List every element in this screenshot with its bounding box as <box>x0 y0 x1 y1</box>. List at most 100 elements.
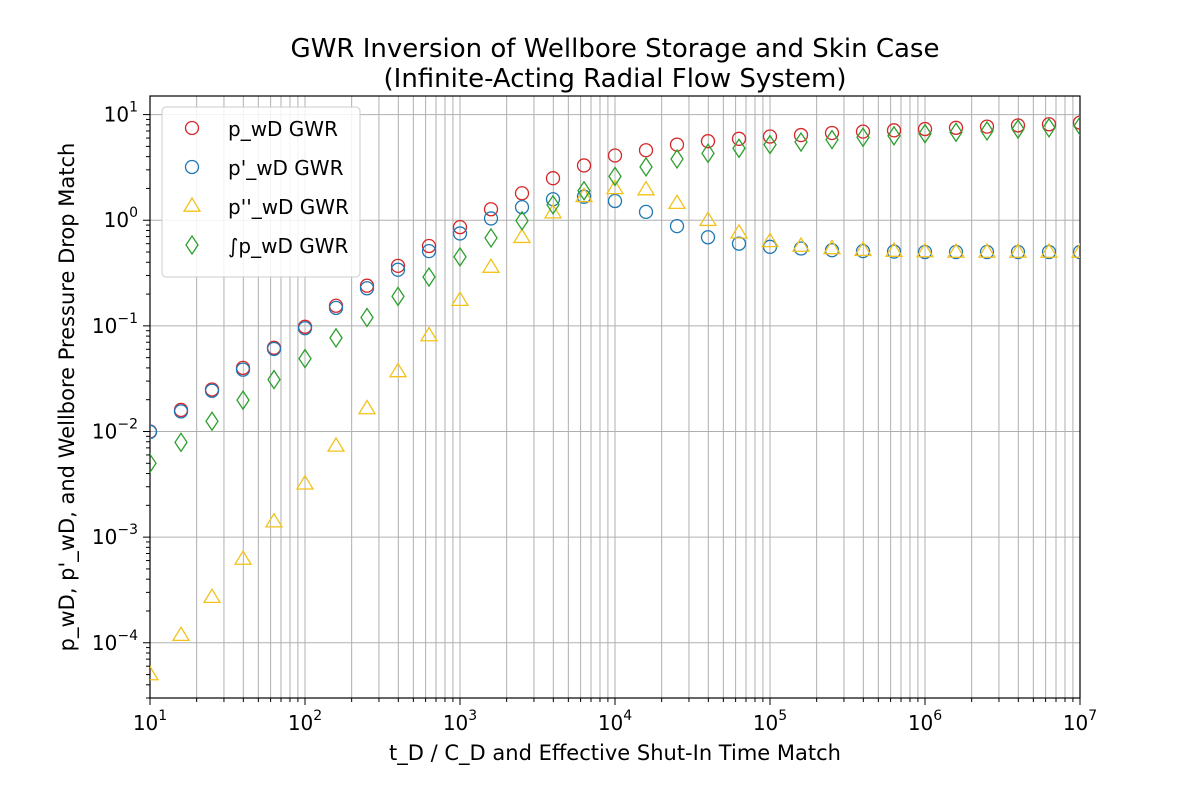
data-point <box>1072 115 1080 130</box>
series-4 <box>150 115 1080 474</box>
data-point <box>422 266 436 288</box>
data-point <box>295 474 315 490</box>
y-tick-label: 10−1 <box>92 311 138 338</box>
data-point <box>484 227 498 249</box>
series-3 <box>150 179 1080 681</box>
data-point <box>639 156 653 178</box>
data-point <box>979 119 995 134</box>
data-point <box>150 453 157 474</box>
data-point <box>326 436 346 452</box>
data-point <box>328 300 344 316</box>
data-point <box>1073 115 1080 137</box>
data-point <box>264 512 284 528</box>
data-points <box>150 115 1080 681</box>
data-point <box>977 242 997 258</box>
data-point <box>233 549 253 565</box>
series-2 <box>150 189 1080 440</box>
data-point <box>514 200 530 215</box>
x-tick-label: 102 <box>288 708 322 735</box>
data-point <box>760 232 780 248</box>
data-point <box>450 290 470 307</box>
data-point <box>329 327 343 349</box>
data-point <box>452 226 468 241</box>
data-point <box>1042 117 1056 138</box>
legend: p_wD GWR p'_wD GWR p''_wD GWR ∫p_wD GWR <box>161 106 361 278</box>
data-point <box>915 242 935 258</box>
data-point <box>824 125 840 141</box>
y-axis-label: p_wD, p'_wD, and Wellbore Pressure Drop … <box>55 143 80 652</box>
data-point <box>576 158 592 173</box>
data-point <box>856 127 870 148</box>
data-point <box>150 424 158 440</box>
data-point <box>150 665 160 681</box>
data-point <box>949 122 963 143</box>
data-point <box>391 286 405 307</box>
y-tick-label: 100 <box>104 205 138 232</box>
data-point <box>855 243 871 259</box>
data-point <box>700 134 716 149</box>
data-point <box>357 399 377 415</box>
chart-title: GWR Inversion of Wellbore Storage and Sk… <box>290 34 940 64</box>
data-point <box>979 244 995 260</box>
legend-marker <box>184 120 200 136</box>
x-tick-label: 107 <box>1063 708 1097 735</box>
data-point <box>824 243 840 258</box>
data-point <box>452 220 468 235</box>
data-point <box>980 120 994 142</box>
data-point <box>173 404 189 419</box>
data-point <box>171 625 191 642</box>
x-tick-label: 104 <box>598 708 632 735</box>
data-point <box>483 202 499 217</box>
data-point <box>887 125 901 146</box>
data-point <box>886 123 902 138</box>
data-point <box>388 362 408 378</box>
data-point <box>762 129 778 144</box>
x-tick-label: 101 <box>133 708 167 735</box>
legend-marker <box>185 234 199 256</box>
data-point <box>701 143 715 164</box>
data-point <box>297 321 313 336</box>
x-axis-label: t_D / C_D and Effective Shut-In Time Mat… <box>389 741 841 766</box>
data-point <box>1070 242 1080 258</box>
x-tick-label: 103 <box>443 708 477 735</box>
data-point <box>1039 242 1059 258</box>
legend-label: ∫p_wD GWR <box>228 234 349 258</box>
x-tick-label: 106 <box>908 708 942 735</box>
data-point <box>791 236 811 252</box>
data-point <box>825 129 839 150</box>
data-point <box>608 166 622 187</box>
data-point <box>360 307 374 328</box>
data-point <box>1041 244 1057 260</box>
data-point <box>298 348 312 369</box>
data-point <box>605 179 625 195</box>
data-point <box>545 171 561 186</box>
data-point <box>793 241 809 256</box>
data-point <box>636 180 656 196</box>
y-tick-label: 10−2 <box>92 417 138 444</box>
data-point <box>421 243 437 259</box>
data-point <box>855 124 871 139</box>
data-point <box>948 120 964 135</box>
data-point <box>576 189 592 204</box>
data-point <box>267 369 281 390</box>
legend-box <box>161 106 361 278</box>
legend-label: p''_wD GWR <box>228 195 349 219</box>
data-point <box>577 180 591 201</box>
y-tick-label: 10−4 <box>92 628 138 655</box>
x-tick-label: 105 <box>753 708 787 735</box>
data-point <box>1072 244 1080 260</box>
legend-marker <box>182 196 202 212</box>
chart-subtitle: (Infinite-Acting Radial Flow System) <box>383 64 847 94</box>
data-point <box>359 281 375 296</box>
data-point <box>886 244 902 259</box>
data-point <box>917 244 933 260</box>
data-point <box>235 362 251 377</box>
data-point <box>731 131 747 146</box>
data-point <box>512 228 532 244</box>
data-point <box>670 148 684 170</box>
data-point <box>667 193 687 210</box>
data-point <box>638 204 654 220</box>
data-point <box>174 432 188 453</box>
data-point <box>794 131 808 153</box>
